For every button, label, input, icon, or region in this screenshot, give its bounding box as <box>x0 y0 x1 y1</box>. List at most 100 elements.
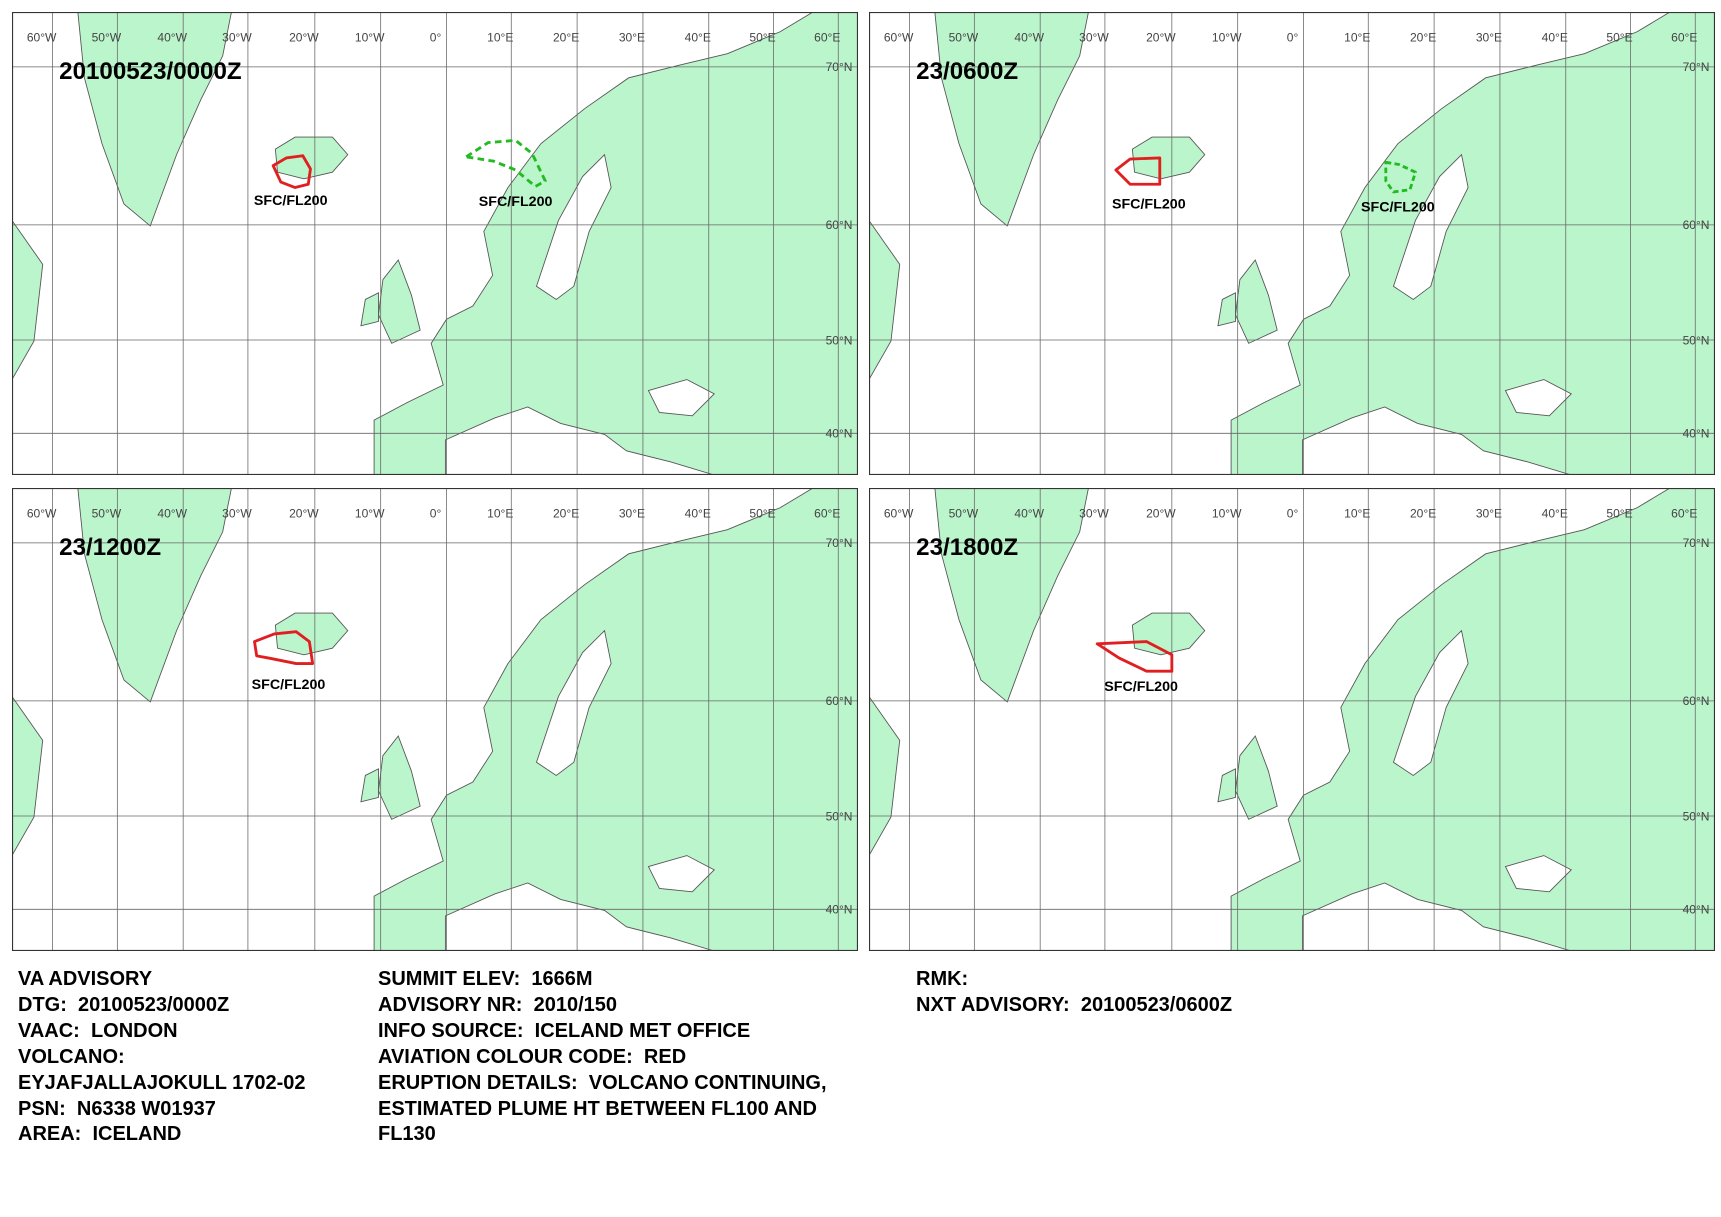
longitude-label: 50°E <box>1606 507 1632 521</box>
longitude-label: 0° <box>1287 31 1299 45</box>
longitude-label: 50°W <box>949 31 979 45</box>
longitude-label: 40°E <box>1542 31 1568 45</box>
advisory-line: PSN: N6338 W01937 <box>18 1097 216 1120</box>
latitude-label: 70°N <box>1683 536 1710 550</box>
longitude-label: 50°W <box>949 507 979 521</box>
longitude-label: 10°E <box>1344 507 1370 521</box>
ash-plume <box>1114 156 1162 186</box>
longitude-label: 10°E <box>487 507 513 521</box>
valid-time: 23/1800Z <box>916 534 1018 561</box>
longitude-label: 60°E <box>814 507 840 521</box>
longitude-label: 50°W <box>92 507 122 521</box>
longitude-label: 40°W <box>1014 31 1044 45</box>
longitude-label: 60°W <box>27 31 57 45</box>
longitude-label: 40°W <box>157 507 187 521</box>
valid-time: 23/1200Z <box>59 534 161 561</box>
advisory-line: AREA: ICELAND <box>18 1123 182 1146</box>
longitude-label: 60°W <box>884 507 914 521</box>
valid-time: 23/0600Z <box>916 58 1018 85</box>
longitude-label: 60°W <box>27 507 57 521</box>
longitude-label: 20°E <box>1410 31 1436 45</box>
map-panel: 60°W 50°W 40°W 30°W 20°W 10°W 0° 10°E 20°E 30°E 40… <box>869 12 1715 475</box>
ash-plume <box>464 138 547 188</box>
latitude-label: 60°N <box>826 218 853 232</box>
longitude-label: 60°E <box>1671 31 1697 45</box>
longitude-label: 30°E <box>1476 31 1502 45</box>
longitude-label: 10°W <box>1212 31 1242 45</box>
advisory-line: EYJAFJALLAJOKULL 1702-02 <box>18 1071 306 1094</box>
longitude-label: 10°E <box>487 31 513 45</box>
longitude-label: 60°E <box>1671 507 1697 521</box>
ash-plume <box>253 630 315 665</box>
longitude-label: 40°E <box>1542 507 1568 521</box>
advisory-line: AVIATION COLOUR CODE: RED <box>378 1045 687 1068</box>
longitude-label: 50°E <box>1606 31 1632 45</box>
longitude-label: 10°E <box>1344 31 1370 45</box>
map-panel: 60°W 50°W 40°W 30°W 20°W 10°W 0° 10°E 20°E 30°E 40… <box>869 488 1715 951</box>
panel-border <box>12 12 858 475</box>
latitude-label: 40°N <box>1683 427 1710 441</box>
map: 60°W 50°W 40°W 30°W 20°W 10°W 0° 10°E 20°E 30°E 40… <box>12 12 858 475</box>
advisory-line: VA ADVISORY <box>18 968 153 990</box>
longitude-label: 40°E <box>685 31 711 45</box>
longitude-label: 60°W <box>884 31 914 45</box>
advisory-line: ERUPTION DETAILS: VOLCANO CONTINUING, <box>378 1071 827 1094</box>
longitude-label: 30°W <box>1079 31 1109 45</box>
latitude-label: 40°N <box>1683 903 1710 917</box>
longitude-label: 30°E <box>619 507 645 521</box>
longitude-label: 10°W <box>1212 507 1242 521</box>
longitude-label: 40°W <box>1014 507 1044 521</box>
latitude-label: 70°N <box>826 60 853 74</box>
longitude-label: 0° <box>430 31 442 45</box>
longitude-label: 30°E <box>1476 507 1502 521</box>
longitude-label: 10°W <box>355 507 385 521</box>
longitude-label: 30°W <box>222 31 252 45</box>
advisory-line: ADVISORY NR: 2010/150 <box>378 993 617 1016</box>
plume-level: SFC/FL200 <box>479 194 553 210</box>
advisory-line: INFO SOURCE: ICELAND MET OFFICE <box>378 1019 751 1042</box>
latitude-label: 40°N <box>826 903 853 917</box>
latitude-label: 50°N <box>826 333 853 347</box>
longitude-label: 20°W <box>289 31 319 45</box>
advisory-column: SUMMIT ELEV: 1666M ADVISORY NR: 2010/150 I… <box>378 967 827 1148</box>
latitude-label: 50°N <box>1683 333 1710 347</box>
latitude-label: 60°N <box>826 694 853 708</box>
longitude-label: 20°W <box>289 507 319 521</box>
plume-level: SFC/FL200 <box>1361 200 1435 216</box>
latitude-label: 40°N <box>826 427 853 441</box>
longitude-label: 40°W <box>157 31 187 45</box>
latitude-label: 60°N <box>1683 218 1710 232</box>
plume-level: SFC/FL200 <box>1104 679 1178 695</box>
latitude-label: 60°N <box>1683 694 1710 708</box>
advisory-line: SUMMIT ELEV: 1666M <box>378 968 593 990</box>
plume-level: SFC/FL200 <box>254 193 328 209</box>
longitude-label: 30°W <box>1079 507 1109 521</box>
advisory-line: VOLCANO: <box>18 1045 125 1068</box>
panel-border <box>869 12 1715 475</box>
valid-time: 20100523/0000Z <box>59 58 242 85</box>
longitude-label: 50°W <box>92 31 122 45</box>
advisory-line: ESTIMATED PLUME HT BETWEEN FL100 AND <box>378 1097 817 1120</box>
panel-border <box>869 488 1715 951</box>
advisory-column: RMK: NXT ADVISORY: 20100523/0600Z <box>916 967 1232 1019</box>
map: 60°W 50°W 40°W 30°W 20°W 10°W 0° 10°E 20°E 30°E 40… <box>869 488 1715 951</box>
longitude-label: 50°E <box>749 31 775 45</box>
advisory-line: FL130 <box>378 1123 436 1146</box>
latitude-label: 50°N <box>826 809 853 823</box>
longitude-label: 50°E <box>749 507 775 521</box>
ash-plume <box>271 154 312 189</box>
plume-level: SFC/FL200 <box>252 677 326 693</box>
longitude-label: 40°E <box>685 507 711 521</box>
longitude-label: 0° <box>1287 507 1299 521</box>
latitude-label: 70°N <box>1683 60 1710 74</box>
ash-plume <box>1384 160 1417 194</box>
longitude-label: 10°W <box>355 31 385 45</box>
panel-border <box>12 488 858 951</box>
longitude-label: 30°W <box>222 507 252 521</box>
map-panel: 60°W 50°W 40°W 30°W 20°W 10°W 0° 10°E 20°E 30°E 40… <box>12 488 858 951</box>
latitude-label: 50°N <box>1683 809 1710 823</box>
longitude-label: 20°E <box>1410 507 1436 521</box>
advisory-line: VAAC: LONDON <box>18 1019 178 1042</box>
map-panel: 60°W 50°W 40°W 30°W 20°W 10°W 0° 10°E 20°E 30°E 40… <box>12 12 858 475</box>
